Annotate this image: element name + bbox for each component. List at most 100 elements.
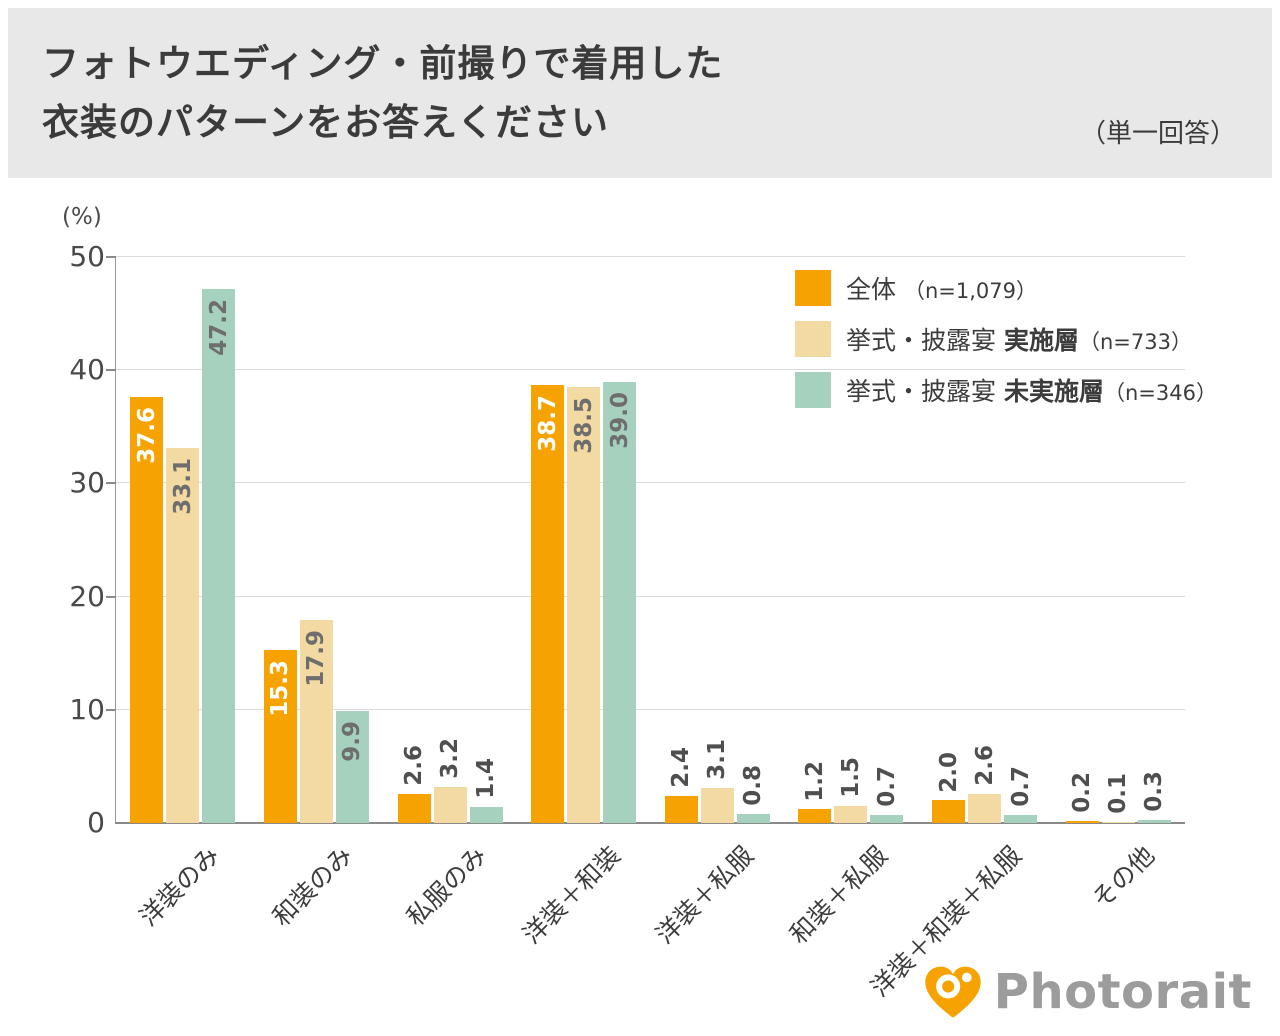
value-label: 0.1	[1105, 773, 1132, 814]
value-label: 47.2	[205, 298, 232, 356]
bar: 2.4	[664, 747, 698, 823]
chart-title-line2: 衣装のパターンをお答えください	[42, 101, 610, 145]
bar: 3.2	[433, 738, 467, 823]
category-label: 和装＋私服	[784, 840, 893, 950]
chart-title: フォトウエディング・前撮りで着用した 衣装のパターンをお答えください	[42, 34, 1238, 152]
category-label: 洋装＋私服	[650, 840, 760, 950]
brand-footer: Photorait	[924, 964, 1252, 1020]
bar: 9.9	[335, 710, 369, 823]
bar: 2.0	[932, 752, 966, 823]
value-label: 15.3	[267, 659, 294, 717]
bar: 1.2	[798, 761, 832, 823]
bar: 33.1	[166, 448, 200, 823]
value-label: 0.3	[1141, 770, 1168, 812]
photorait-heart-icon	[925, 966, 981, 1018]
y-tick-label: 0	[87, 806, 105, 839]
value-label: 38.7	[534, 394, 561, 452]
category-label: 私服のみ	[400, 840, 493, 932]
category-label: その他	[1086, 840, 1161, 915]
value-label: 1.5	[837, 757, 864, 799]
y-axis: 0 10 20 30 40 50	[30, 240, 105, 839]
value-label: 0.8	[740, 765, 767, 806]
value-label: 0.7	[1007, 766, 1034, 808]
bar: 38.5	[567, 387, 601, 823]
y-tick-label: 40	[69, 353, 105, 387]
bar: 47.2	[202, 288, 236, 823]
bar: 0.8	[736, 765, 770, 823]
y-axis-tick	[106, 482, 116, 485]
bar-group: 1.2 1.5 0.7 和装＋私服	[784, 257, 904, 949]
bar-group: 2.4 3.1 0.8 洋装＋私服	[650, 257, 770, 949]
bar-group: 0.2 0.1 0.3 その他	[1065, 257, 1171, 914]
bar-group: 15.3 17.9 9.9 和装のみ	[263, 257, 369, 932]
bar: 1.5	[834, 757, 868, 823]
value-label: 2.6	[401, 744, 428, 786]
bar: 2.6	[968, 745, 1002, 823]
value-label: 38.5	[570, 397, 597, 454]
value-label: 0.7	[873, 766, 900, 808]
legend-label: 全体 （n=1,079）	[846, 275, 1037, 304]
y-axis-unit-label: (%)	[62, 204, 102, 230]
bar-group: 2.6 3.2 1.4 私服のみ	[397, 257, 503, 932]
value-label: 2.0	[935, 751, 962, 793]
y-tick-label: 50	[69, 240, 105, 273]
bar: 2.6	[397, 745, 431, 823]
x-axis-line	[115, 822, 1185, 824]
bar: 0.3	[1137, 771, 1171, 823]
category-label: 洋装のみ	[133, 840, 225, 932]
bar: 0.7	[1004, 766, 1038, 823]
chart-title-line1: フォトウエディング・前撮りで着用した	[42, 42, 724, 85]
brand-wordmark: Photorait	[993, 964, 1252, 1020]
category-label: 和装のみ	[267, 840, 359, 932]
value-label: 37.6	[133, 407, 160, 465]
legend-label: 挙式・披露宴 実施層（n=733）	[846, 326, 1192, 355]
bar: 0.7	[870, 766, 904, 823]
gridline	[116, 369, 1185, 371]
chart-header: フォトウエディング・前撮りで着用した 衣装のパターンをお答えください （単一回答…	[8, 8, 1272, 178]
legend-item: 全体 （n=1,079）	[795, 270, 1217, 306]
y-tick-label: 10	[69, 692, 105, 726]
bar: 38.7	[531, 384, 565, 823]
value-label: 17.9	[303, 630, 330, 688]
bar: 1.4	[469, 758, 503, 823]
value-label: 3.2	[437, 738, 464, 779]
y-axis-tick	[106, 369, 116, 372]
legend-item: 挙式・披露宴 実施層（n=733）	[795, 321, 1217, 357]
legend-swatch	[795, 270, 831, 306]
plot-area: 37.6 33.1 47.2 洋装のみ 15.3 17.9 9.9 和装のみ 2.6 3.2 1.4…	[106, 256, 1185, 1002]
bar-group: 37.6 33.1 47.2 洋装のみ	[130, 257, 236, 932]
value-label: 2.4	[668, 747, 695, 788]
legend: 全体 （n=1,079） 挙式・披露宴 実施層（n=733） 挙式・披露宴 未実施層…	[795, 270, 1217, 423]
bar-group: 38.7 38.5 39.0 洋装＋和装	[517, 257, 637, 949]
y-axis-tick	[106, 256, 116, 258]
y-tick-label: 20	[69, 579, 105, 613]
value-label: 39.0	[606, 391, 633, 449]
bar: 15.3	[263, 649, 297, 823]
value-label: 0.2	[1069, 772, 1096, 813]
gridline	[116, 256, 1185, 257]
value-label: 1.4	[473, 758, 500, 800]
y-axis-tick	[106, 595, 116, 598]
legend-swatch	[795, 372, 831, 408]
bar: 0.1	[1101, 773, 1135, 823]
y-axis-tick	[106, 708, 116, 711]
answer-type-note: （単一回答）	[1079, 119, 1236, 149]
gridline	[116, 595, 1185, 597]
value-label: 1.2	[801, 760, 828, 802]
value-label: 9.9	[339, 720, 366, 762]
bar-group: 2.0 2.6 0.7 洋装＋和装＋私服	[865, 257, 1038, 1002]
bar: 17.9	[299, 620, 333, 823]
gridline	[116, 482, 1185, 484]
bar: 3.1	[700, 739, 734, 823]
bar: 37.6	[130, 397, 164, 823]
bar: 0.2	[1065, 772, 1099, 823]
legend-item: 挙式・披露宴 未実施層（n=346）	[795, 372, 1217, 408]
category-label: 洋装＋和装	[516, 840, 626, 950]
value-label: 2.6	[971, 744, 998, 786]
bar: 39.0	[603, 381, 637, 823]
value-label: 3.1	[704, 739, 731, 780]
legend-swatch	[795, 321, 831, 357]
bar-groups: 37.6 33.1 47.2 洋装のみ 15.3 17.9 9.9 和装のみ 2.6 3.2 1.4…	[116, 257, 1185, 1002]
gridline	[116, 708, 1185, 710]
